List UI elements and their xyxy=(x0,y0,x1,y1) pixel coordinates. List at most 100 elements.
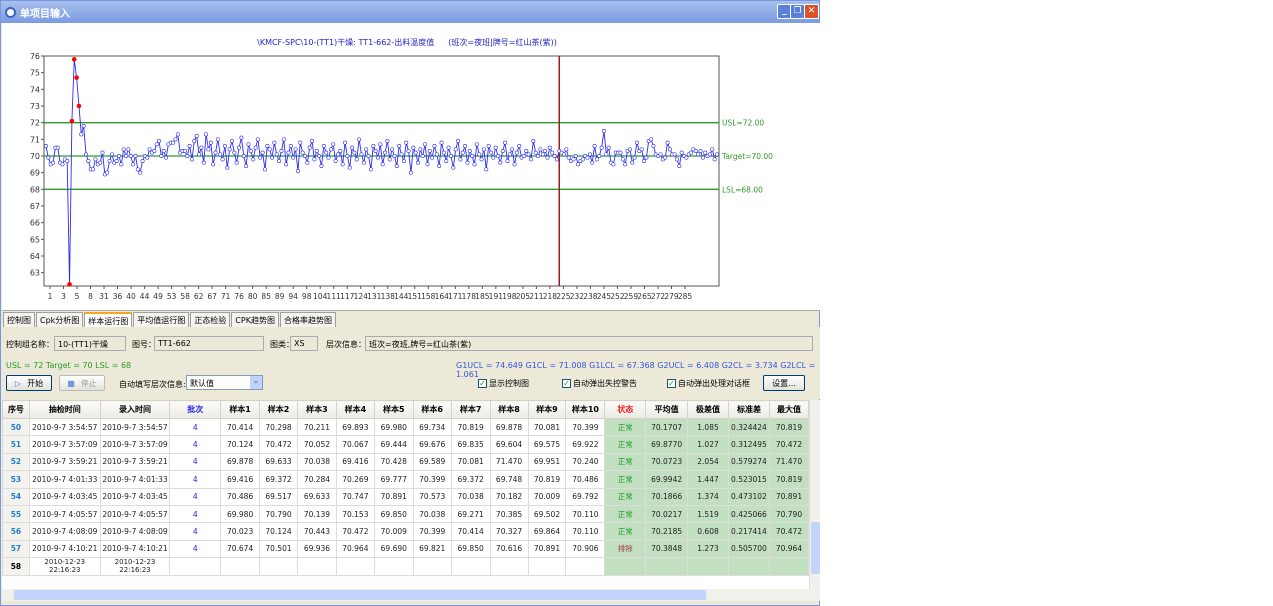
table-cell[interactable]: 69.878 xyxy=(489,417,529,437)
table-cell[interactable]: 70.124 xyxy=(259,522,298,541)
table-cell[interactable]: 70.428 xyxy=(373,452,414,472)
column-header[interactable]: 样本3 xyxy=(296,400,337,419)
table-cell[interactable]: 4 xyxy=(169,539,222,559)
table-row[interactable]: 55 2010-9-7 4:05:57 2010-9-7 4:05:57 4 69.98… xyxy=(2,504,809,524)
table-cell[interactable]: 70.110 xyxy=(565,504,606,524)
table-cell[interactable]: 70.1866 xyxy=(645,487,689,506)
table-cell[interactable]: 53 xyxy=(2,470,30,489)
table-cell[interactable]: 70.124 xyxy=(220,435,261,454)
column-header[interactable]: 标准差 xyxy=(727,400,770,419)
settings-button[interactable]: 设置... xyxy=(763,375,805,391)
table-cell[interactable]: 69.777 xyxy=(373,470,414,489)
vertical-scrollbar[interactable] xyxy=(809,400,820,589)
table-cell[interactable]: 70.081 xyxy=(527,417,567,437)
table-cell[interactable]: 70.819 xyxy=(768,417,809,437)
table-cell[interactable]: 70.038 xyxy=(412,504,452,524)
column-header[interactable]: 样本4 xyxy=(335,400,375,419)
table-cell[interactable]: 70.486 xyxy=(220,487,261,506)
table-cell[interactable]: 69.835 xyxy=(450,435,491,454)
title-bar[interactable]: 单项目输入 _ ❐ ✕ xyxy=(1,1,819,23)
table-cell[interactable]: 2010-9-7 4:03:45 xyxy=(99,487,171,506)
table-cell[interactable]: 55 xyxy=(2,504,30,524)
table-cell[interactable]: 2010-12-23 22:16:23 xyxy=(28,557,101,576)
column-header[interactable]: 样本7 xyxy=(450,400,491,419)
table-cell[interactable]: 70.414 xyxy=(220,417,261,437)
table-cell[interactable]: 70.038 xyxy=(450,487,491,506)
table-cell[interactable]: 70.023 xyxy=(220,522,261,541)
table-cell[interactable]: 54 xyxy=(2,487,30,506)
table-cell[interactable]: 70.153 xyxy=(335,504,375,524)
table-cell[interactable]: 正常 xyxy=(604,452,647,472)
column-header[interactable]: 序号 xyxy=(2,400,30,419)
table-cell[interactable]: 2010-9-7 4:10:21 xyxy=(28,539,101,559)
column-header[interactable]: 抽检时间 xyxy=(28,400,101,419)
table-cell[interactable] xyxy=(645,557,689,576)
table-cell[interactable]: 1.374 xyxy=(687,487,729,506)
table-row[interactable]: 56 2010-9-7 4:08:09 2010-9-7 4:08:09 4 70.02… xyxy=(2,522,809,541)
table-cell[interactable]: 2010-9-7 4:08:09 xyxy=(99,522,171,541)
table-cell[interactable]: 1.519 xyxy=(687,504,729,524)
table-cell[interactable]: 69.8770 xyxy=(645,435,689,454)
group-field[interactable]: 10-(TT1)干燥 xyxy=(54,336,126,351)
table-cell[interactable]: 2010-9-7 4:05:57 xyxy=(99,504,171,524)
table-cell[interactable]: 69.878 xyxy=(220,452,261,472)
table-cell[interactable]: 0.473102 xyxy=(727,487,770,506)
horizontal-scrollbar[interactable] xyxy=(2,589,820,601)
table-cell[interactable]: 4 xyxy=(169,417,222,437)
table-cell[interactable]: 69.502 xyxy=(527,504,567,524)
tab-6[interactable]: 合格率趋势图 xyxy=(279,312,336,327)
table-cell[interactable]: 1.447 xyxy=(687,470,729,489)
table-cell[interactable]: 69.676 xyxy=(412,435,452,454)
column-header[interactable]: 批次 xyxy=(169,400,222,419)
table-cell[interactable]: 69.792 xyxy=(565,487,606,506)
table-cell[interactable]: 正常 xyxy=(604,522,647,541)
table-cell[interactable]: 70.399 xyxy=(412,470,452,489)
table-cell[interactable]: 4 xyxy=(169,435,222,454)
table-cell[interactable]: 70.964 xyxy=(335,539,375,559)
table-cell[interactable]: 1.085 xyxy=(687,417,729,437)
table-cell[interactable]: 69.893 xyxy=(335,417,375,437)
table-cell[interactable]: 70.298 xyxy=(259,417,298,437)
table-cell[interactable]: 70.139 xyxy=(296,504,337,524)
table-cell[interactable]: 69.980 xyxy=(373,417,414,437)
column-header[interactable]: 样本10 xyxy=(565,400,606,419)
show-chart-checkbox[interactable]: ✓ 显示控制图 xyxy=(478,378,529,389)
table-cell[interactable]: 70.891 xyxy=(527,539,567,559)
table-cell[interactable]: 2010-9-7 4:10:21 xyxy=(99,539,171,559)
table-cell[interactable] xyxy=(727,557,770,576)
table-cell[interactable] xyxy=(373,557,414,576)
table-cell[interactable] xyxy=(259,557,298,576)
auto-dialog-checkbox[interactable]: ✓ 自动弹出处理对话框 xyxy=(667,378,750,389)
table-cell[interactable]: 70.819 xyxy=(450,417,491,437)
table-cell[interactable]: 70.1707 xyxy=(645,417,689,437)
table-cell[interactable] xyxy=(565,557,606,576)
table-cell[interactable]: 70.819 xyxy=(527,470,567,489)
table-cell[interactable]: 4 xyxy=(169,504,222,524)
table-cell[interactable]: 4 xyxy=(169,487,222,506)
table-cell[interactable]: 70.399 xyxy=(412,522,452,541)
table-cell[interactable]: 70.501 xyxy=(259,539,298,559)
table-cell[interactable] xyxy=(169,557,222,576)
table-cell[interactable]: 69.936 xyxy=(296,539,337,559)
table-cell[interactable]: 70.472 xyxy=(259,435,298,454)
table-cell[interactable]: 69.633 xyxy=(259,452,298,472)
table-cell[interactable]: 70.674 xyxy=(220,539,261,559)
table-cell[interactable]: 0.425066 xyxy=(727,504,770,524)
table-cell[interactable]: 70.819 xyxy=(768,470,809,489)
tab-5[interactable]: CPK趋势图 xyxy=(231,312,279,327)
table-cell[interactable]: 52 xyxy=(2,452,30,472)
autofill-select[interactable]: 默认值 ⌄ xyxy=(186,375,263,390)
table-cell[interactable]: 69.633 xyxy=(296,487,337,506)
table-cell[interactable]: 69.951 xyxy=(527,452,567,472)
chevron-down-icon[interactable]: ⌄ xyxy=(250,376,262,389)
start-button[interactable]: ▷ 开始 xyxy=(6,375,52,391)
table-cell[interactable]: 69.864 xyxy=(527,522,567,541)
tab-2[interactable]: 样本运行图 xyxy=(84,312,133,328)
table-cell[interactable] xyxy=(489,557,529,576)
table-cell[interactable]: 56 xyxy=(2,522,30,541)
table-cell[interactable]: 1.027 xyxy=(687,435,729,454)
tab-1[interactable]: Cpk分析图 xyxy=(36,312,84,327)
table-cell[interactable]: 69.922 xyxy=(565,435,606,454)
table-cell[interactable]: 70.964 xyxy=(768,539,809,559)
table-cell[interactable]: 70.0217 xyxy=(645,504,689,524)
